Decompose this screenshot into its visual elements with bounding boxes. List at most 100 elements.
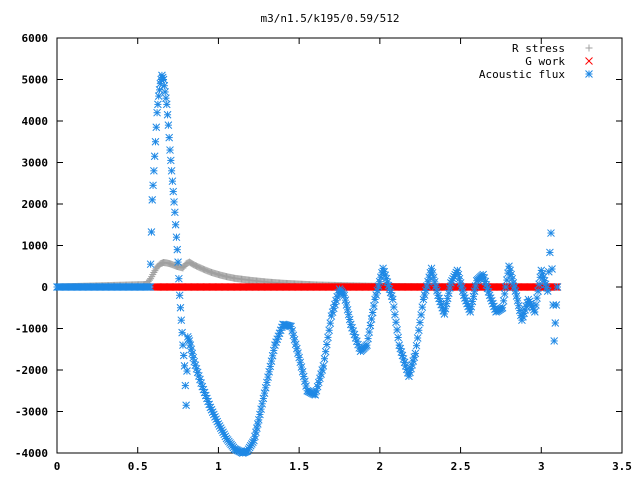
data-point [502, 276, 511, 284]
data-point [533, 294, 541, 302]
data-point [296, 358, 305, 367]
data-point [374, 282, 383, 290]
data-point [256, 410, 264, 419]
x-tick-label: 0.5 [128, 460, 148, 473]
data-point [546, 248, 554, 257]
data-point [428, 268, 437, 277]
data-point [416, 318, 424, 327]
data-point [183, 367, 191, 375]
data-point [159, 75, 168, 84]
data-point [152, 123, 161, 132]
data-point [168, 177, 177, 186]
data-point [419, 295, 428, 304]
data-point [292, 344, 301, 353]
data-point [547, 229, 555, 237]
data-point [295, 353, 303, 362]
data-point [501, 283, 510, 291]
data-point [364, 334, 372, 343]
data-point [170, 208, 179, 217]
data-point [326, 319, 335, 328]
data-point [343, 305, 352, 314]
y-tick-label: 6000 [22, 32, 49, 45]
data-point [182, 401, 190, 410]
data-point [345, 315, 354, 324]
y-tick-label: -4000 [15, 447, 48, 460]
data-point [414, 326, 423, 335]
data-point [179, 351, 188, 360]
chart-title: m3/n1.5/k195/0.59/512 [260, 12, 399, 25]
data-point [150, 166, 158, 175]
data-point [147, 228, 156, 236]
data-point [297, 363, 306, 371]
data-point [340, 291, 349, 300]
data-point [260, 389, 269, 397]
data-point [467, 302, 476, 311]
data-point [259, 394, 268, 403]
data-point [423, 282, 431, 290]
y-tick-label: 5000 [22, 74, 49, 87]
data-point [266, 362, 275, 371]
data-point [287, 322, 295, 331]
data-point [342, 301, 351, 309]
plot-frame [56, 37, 623, 454]
data-point [371, 295, 379, 304]
data-point [160, 81, 169, 90]
data-point [431, 282, 440, 291]
data-marks [53, 71, 562, 457]
data-point [552, 301, 561, 309]
data-point [443, 294, 452, 303]
x-tick-label: 2.5 [451, 460, 471, 473]
data-point [389, 303, 398, 311]
data-point [319, 361, 328, 370]
y-tick-label: 1000 [22, 240, 49, 253]
data-point [514, 301, 523, 310]
data-point [418, 303, 427, 312]
data-point [388, 295, 397, 304]
data-point [291, 340, 300, 349]
data-point [151, 267, 159, 275]
data-point [551, 319, 560, 327]
data-point [257, 405, 265, 413]
data-point [470, 287, 479, 296]
data-point [150, 152, 159, 161]
data-point [167, 166, 176, 175]
data-point [264, 373, 272, 381]
data-point [290, 335, 299, 344]
x-tick-label: 2 [377, 460, 384, 473]
legend-marker [585, 57, 593, 65]
data-point [154, 92, 163, 100]
data-point [427, 264, 436, 273]
data-point [322, 340, 331, 349]
data-point [468, 297, 477, 306]
data-point [169, 187, 178, 196]
data-point [268, 351, 277, 360]
data-point [417, 311, 425, 319]
data-point [318, 366, 327, 374]
y-tick-label: -3000 [15, 406, 48, 419]
x-tick-label: 3 [538, 460, 545, 473]
data-point [166, 156, 175, 165]
data-point [532, 301, 540, 309]
data-point [174, 258, 182, 266]
data-point [299, 372, 308, 381]
data-point [289, 331, 298, 340]
data-point [175, 274, 183, 283]
data-point [341, 296, 350, 304]
data-point [288, 327, 297, 335]
data-point [444, 289, 453, 298]
data-point [368, 308, 377, 317]
data-point [543, 287, 552, 296]
data-point [441, 304, 450, 313]
data-point [553, 283, 562, 291]
data-point [161, 88, 170, 96]
legend-marker [585, 44, 593, 52]
data-point [372, 291, 381, 299]
y-tick-label: 2000 [22, 198, 49, 211]
data-point [294, 349, 302, 357]
series-g-work [150, 283, 562, 291]
data-point [511, 287, 520, 296]
legend-label: Acoustic flux [479, 68, 565, 81]
data-point [146, 283, 155, 291]
